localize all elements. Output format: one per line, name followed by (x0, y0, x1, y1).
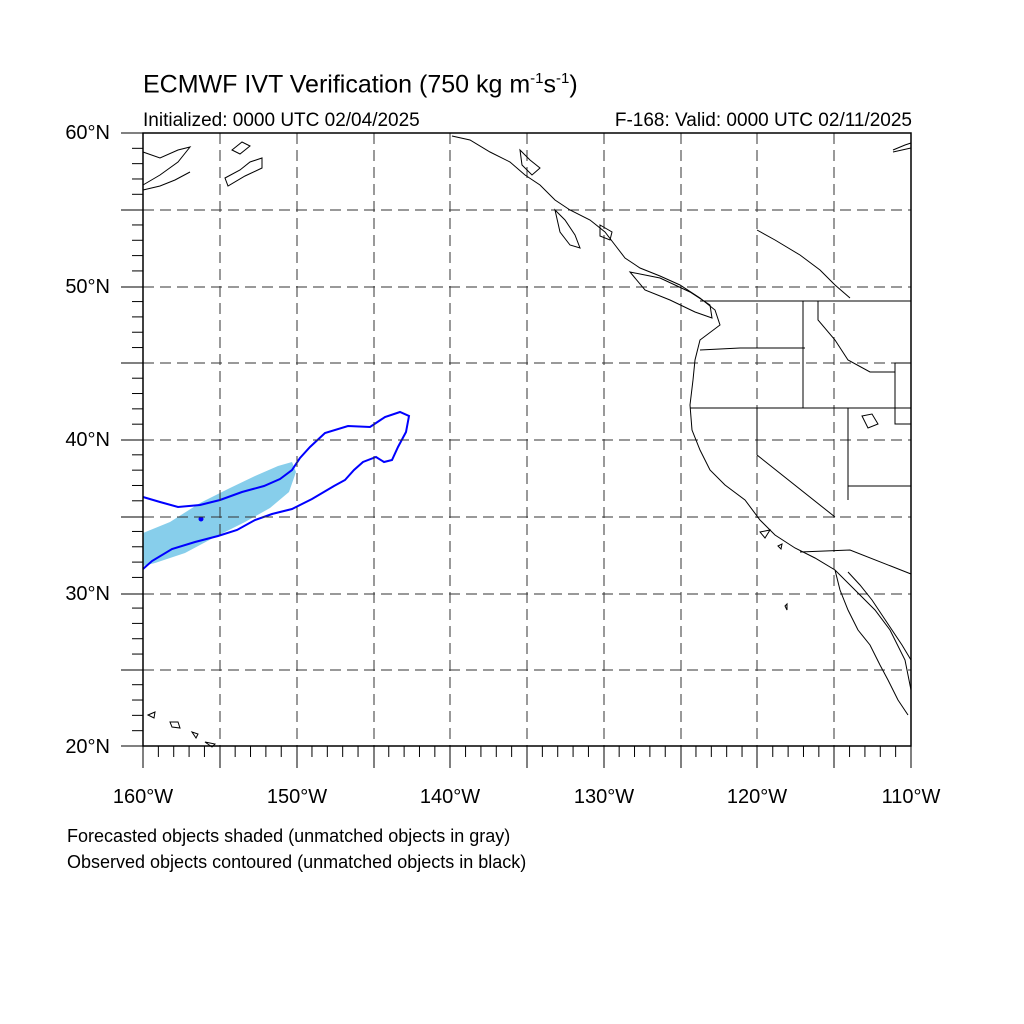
lon-label-130w: 130°W (573, 786, 635, 808)
axis-ticks (121, 132, 912, 768)
lon-label-160w: 160°W (112, 786, 174, 808)
coastlines (142, 135, 912, 748)
lat-label-60n: 60°N (65, 122, 110, 144)
minor-ticks (132, 147, 897, 757)
lat-label-50n: 50°N (65, 276, 110, 298)
lon-label-110w: 110°W (881, 786, 941, 808)
map-gridlines (143, 133, 911, 746)
lon-label-120w: 120°W (726, 786, 788, 808)
lat-label-30n: 30°N (65, 583, 110, 605)
observed-point (198, 516, 204, 522)
initialized-time: Initialized: 0000 UTC 02/04/2025 (143, 110, 420, 131)
lon-label-140w: 140°W (419, 786, 481, 808)
observed-note: Observed objects contoured (unmatched ob… (67, 852, 527, 872)
chart-title: ECMWF IVT Verification (750 kg m-1s-1) (143, 70, 578, 99)
lat-label-20n: 20°N (65, 736, 110, 758)
lon-label-150w: 150°W (266, 786, 328, 808)
lat-label-40n: 40°N (65, 429, 110, 451)
forecast-note: Forecasted objects shaded (unmatched obj… (67, 826, 511, 846)
valid-time: F-168: Valid: 0000 UTC 02/11/2025 (614, 110, 912, 131)
